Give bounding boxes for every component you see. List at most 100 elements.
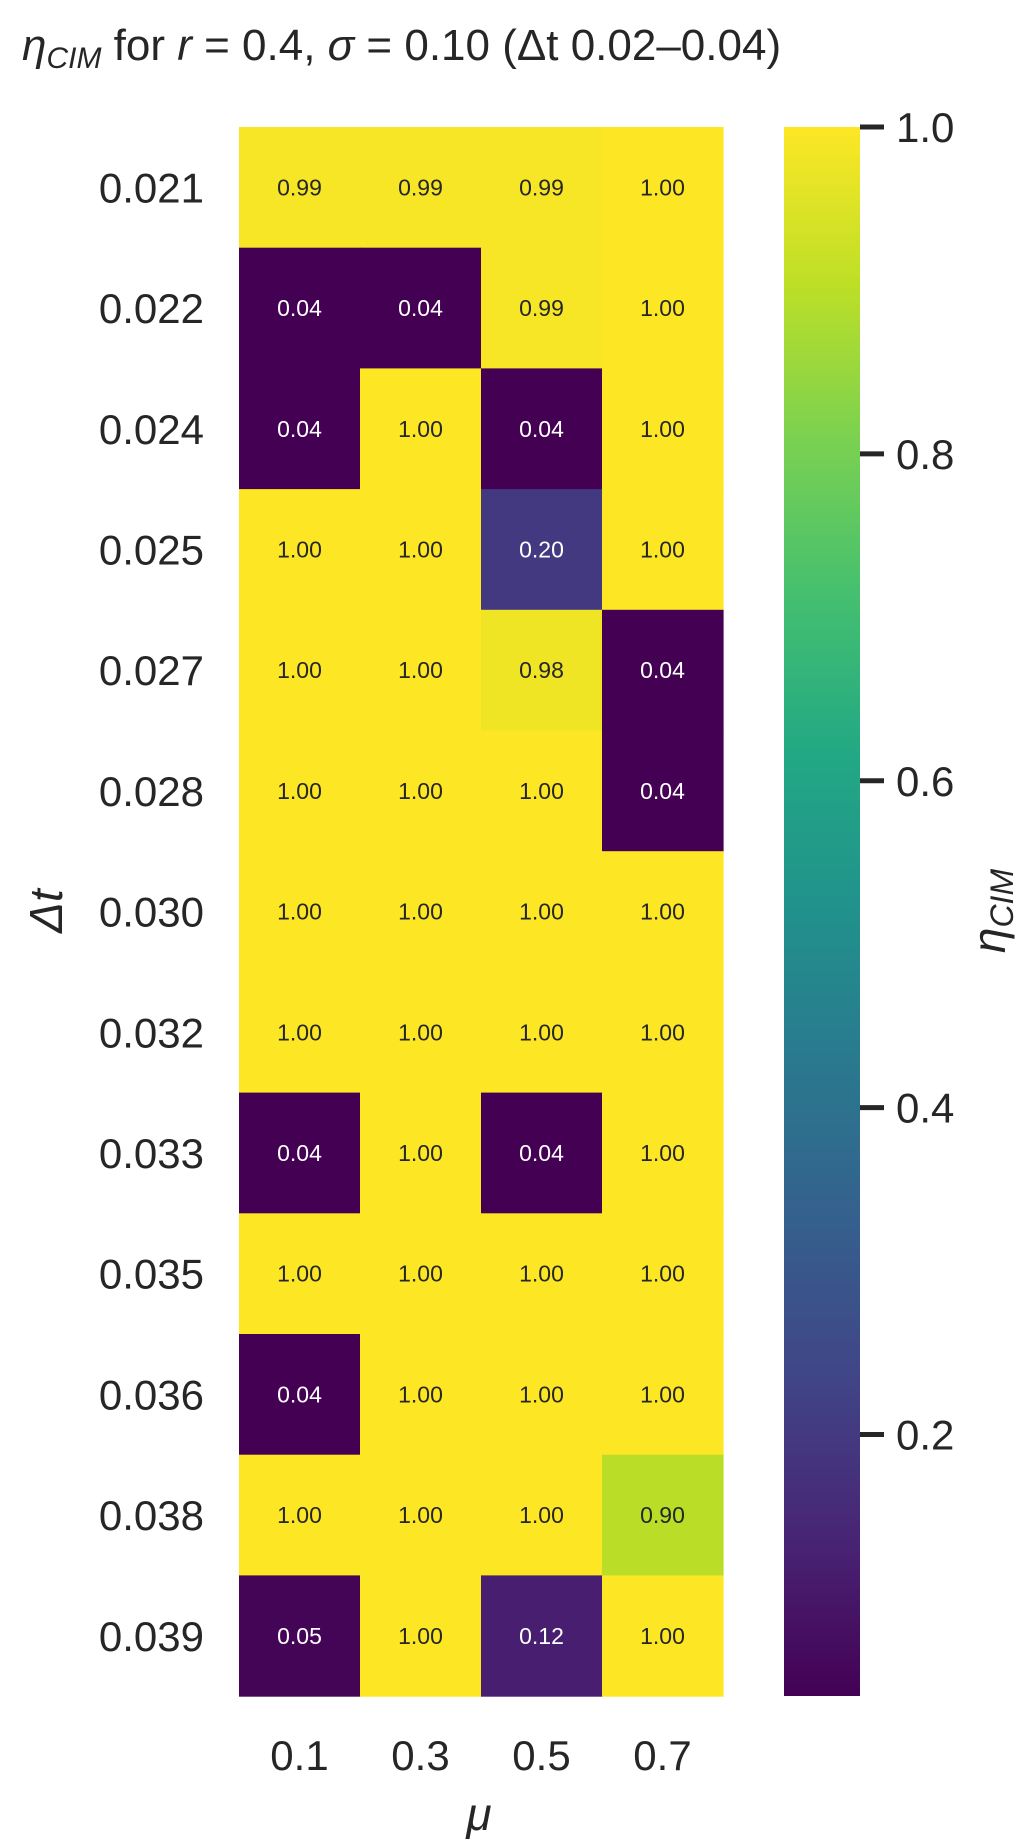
cell-value-label: 0.04 [640, 778, 685, 804]
cell-value-label: 1.00 [640, 1140, 685, 1166]
heatmap-cell [481, 1575, 603, 1697]
heatmap-cell [239, 971, 361, 1094]
cell-value-label: 1.00 [398, 778, 443, 804]
colorbar-tick-label: 0.2 [896, 1412, 954, 1459]
cell-value-label: 1.00 [277, 1502, 322, 1528]
cell-value-label: 1.00 [640, 416, 685, 442]
cell-value-label: 1.00 [640, 1381, 685, 1407]
colorbar-label-subscript: CIM [984, 869, 1020, 928]
heatmap-cell [239, 1092, 361, 1214]
colorbar-label: ηCIM [963, 869, 1020, 954]
colorbar-ticks: 0.2 0.4 0.6 0.8 1.0 [860, 104, 954, 1459]
cell-value-label: 0.04 [277, 416, 322, 442]
cell-value-label: 1.00 [277, 657, 322, 683]
cell-value-label: 1.00 [519, 1261, 564, 1287]
colorbar-tick-label: 0.4 [896, 1085, 954, 1132]
y-tick-label: 0.033 [99, 1130, 204, 1177]
cell-value-label: 1.00 [398, 1623, 443, 1649]
cell-value-label: 0.99 [519, 295, 564, 321]
y-tick-label: 0.039 [99, 1613, 204, 1660]
heatmap-cell [481, 1213, 603, 1335]
heatmap-cell [360, 730, 482, 852]
heatmap-cell [360, 368, 482, 490]
heatmap-cell [239, 247, 361, 369]
cell-value-label: 1.00 [640, 174, 685, 200]
cell-value-label: 1.00 [398, 1261, 443, 1287]
heatmap-cell [602, 609, 724, 732]
cell-value-label: 0.04 [640, 657, 685, 683]
cell-value-label: 1.00 [277, 899, 322, 925]
heatmap-cell [602, 1334, 724, 1456]
cell-value-label: 1.00 [519, 1381, 564, 1407]
heatmap-cell [481, 1334, 603, 1456]
cell-value-label: 0.04 [277, 295, 322, 321]
chart-title: ηCIM for r = 0.4, σ = 0.10 (Δt 0.02–0.04… [22, 21, 781, 75]
heatmap-cell [602, 851, 724, 973]
cell-value-label: 1.00 [640, 295, 685, 321]
colorbar-label-eta: η [963, 928, 1015, 954]
heatmap-cell [239, 730, 361, 852]
title-sigma-value: = 0.10 (Δt 0.02–0.04) [354, 21, 781, 70]
y-tick-label: 0.028 [99, 768, 204, 815]
title-r-value: = 0.4, [192, 21, 328, 70]
heatmap-cell [481, 609, 603, 732]
heatmap-cell [239, 851, 361, 973]
heatmap-cell [481, 127, 603, 249]
cell-value-label: 0.04 [277, 1381, 322, 1407]
cell-value-label: 0.99 [277, 174, 322, 200]
cell-value-label: 1.00 [640, 536, 685, 562]
cell-value-label: 0.04 [277, 1140, 322, 1166]
y-tick-label: 0.022 [99, 285, 204, 332]
heatmap-cell [481, 730, 603, 852]
cell-value-label: 0.90 [640, 1502, 685, 1528]
y-tick-label: 0.032 [99, 1009, 204, 1056]
cell-value-label: 0.12 [519, 1623, 564, 1649]
cell-value-label: 0.04 [519, 1140, 564, 1166]
heatmap-cell [360, 1575, 482, 1697]
cell-value-label: 1.00 [398, 416, 443, 442]
cell-value-label: 1.00 [519, 1502, 564, 1528]
y-tick-label: 0.025 [99, 526, 204, 573]
x-tick-label: 0.1 [270, 1732, 328, 1779]
heatmap-cell [602, 730, 724, 852]
cell-value-label: 1.00 [519, 778, 564, 804]
cell-value-label: 1.00 [398, 899, 443, 925]
cell-value-label: 1.00 [398, 536, 443, 562]
heatmap-cell [481, 1092, 603, 1214]
colorbar-tick-label: 1.0 [896, 104, 954, 151]
y-tick-label: 0.038 [99, 1492, 204, 1539]
y-tick-labels: 0.021 0.022 0.024 0.025 0.027 0.028 0.030 0.032… [99, 164, 204, 1659]
cell-value-label: 1.00 [398, 1502, 443, 1528]
x-tick-label: 0.7 [633, 1732, 691, 1779]
heatmap-cell [360, 971, 482, 1094]
cell-value-label: 1.00 [640, 1019, 685, 1045]
cell-value-label: 1.00 [519, 899, 564, 925]
heatmap-cell [360, 851, 482, 973]
cell-value-label: 1.00 [277, 1261, 322, 1287]
cell-value-label: 1.00 [277, 778, 322, 804]
heatmap-cell [602, 1454, 724, 1576]
x-axis-label: μ [465, 1788, 491, 1840]
title-sigma: σ [328, 21, 356, 70]
y-tick-label: 0.030 [99, 889, 204, 936]
cell-value-label: 1.00 [398, 657, 443, 683]
y-axis-label: Δt [20, 887, 72, 934]
title-r: r [177, 21, 194, 70]
x-tick-label: 0.5 [512, 1732, 570, 1779]
heatmap-cell [481, 1454, 603, 1576]
cell-value-label: 0.20 [519, 536, 564, 562]
title-eta-subscript: CIM [46, 42, 101, 75]
heatmap-cell [360, 1454, 482, 1576]
colorbar-tick-label: 0.8 [896, 431, 954, 478]
cell-value-label: 0.99 [519, 174, 564, 200]
colorbar-tick-label: 0.6 [896, 758, 954, 805]
y-tick-label: 0.027 [99, 647, 204, 694]
y-tick-label: 0.024 [99, 406, 204, 453]
cell-value-label: 1.00 [398, 1140, 443, 1166]
cell-value-label: 1.00 [640, 1261, 685, 1287]
heatmap-cell [239, 489, 361, 611]
heatmap-cell [481, 489, 603, 611]
cell-value-label: 1.00 [398, 1381, 443, 1407]
heatmap-cell [239, 368, 361, 490]
heatmap-cell [481, 368, 603, 490]
